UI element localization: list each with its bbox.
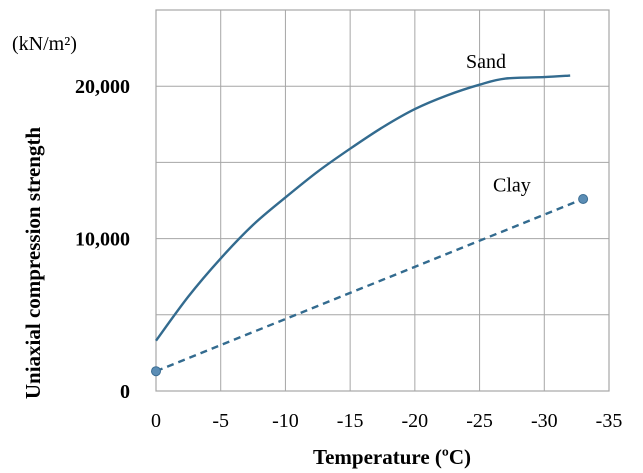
- x-tick-label: -35: [596, 410, 623, 432]
- clay-point: [578, 193, 589, 204]
- y-tick-label: 0: [120, 381, 130, 403]
- clay-series-line: [155, 197, 584, 373]
- x-tick-label: 0: [151, 410, 161, 432]
- grid: [155, 9, 610, 392]
- x-tick-label: -30: [531, 410, 558, 432]
- clay-series-label: Clay: [493, 174, 531, 196]
- y-tick-label: 20,000: [75, 76, 130, 98]
- series-labels: Sand Clay: [466, 51, 531, 196]
- x-tick-label: -5: [212, 410, 229, 432]
- x-tick-label: -10: [272, 410, 299, 432]
- x-axis-label: Temperature (ºC): [313, 445, 471, 469]
- plot-frame: [155, 9, 610, 392]
- x-tick-label: -15: [337, 410, 364, 432]
- x-tick-label: -20: [402, 410, 429, 432]
- series: [151, 74, 589, 377]
- x-ticks: 0 -5 -10 -15 -20 -25 -30 -35: [151, 410, 622, 432]
- x-tick-label: -25: [466, 410, 493, 432]
- y-axis-label: Uniaxial compression strength: [21, 127, 45, 400]
- y-ticks: 0 10,000 20,000: [75, 76, 130, 403]
- y-tick-label: 10,000: [75, 229, 130, 251]
- clay-point: [151, 366, 161, 377]
- sand-series-line: [155, 74, 571, 342]
- y-unit-label: (kN/m²): [12, 33, 77, 55]
- sand-series-label: Sand: [466, 51, 506, 73]
